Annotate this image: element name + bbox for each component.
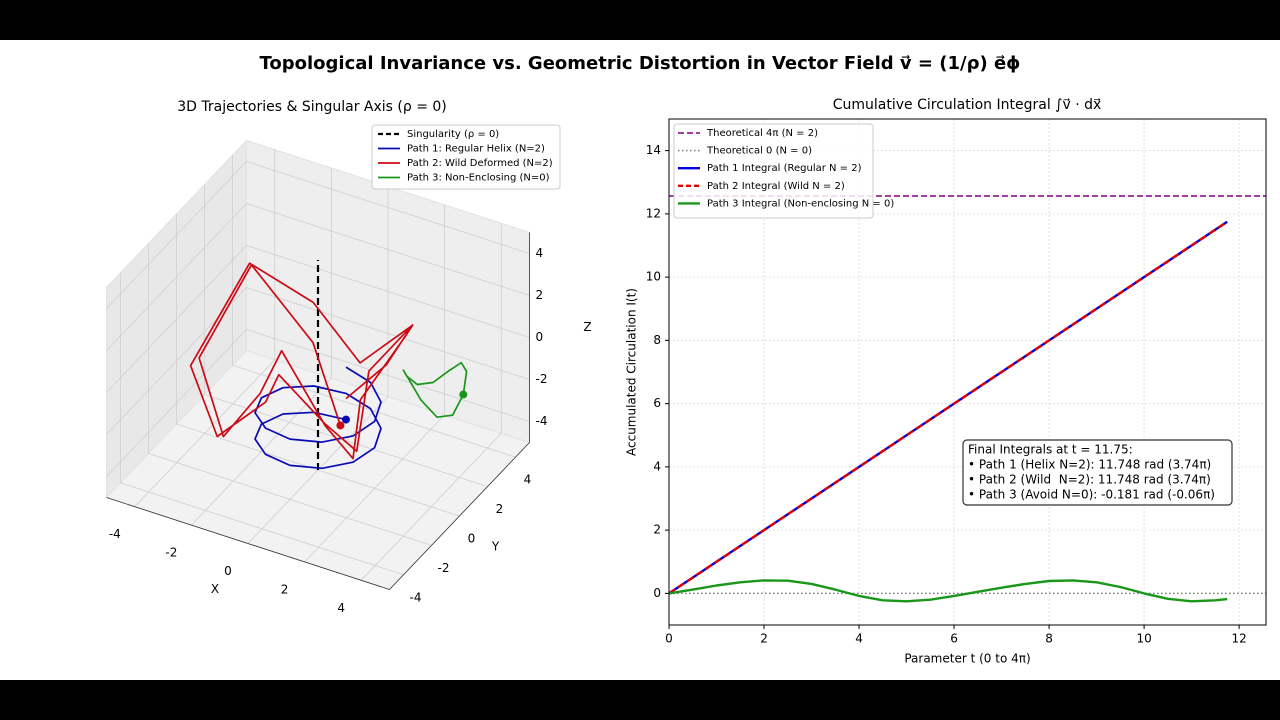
annotation-text: • Path 3 (Avoid N=0): -0.181 rad (-0.06π… (968, 488, 1215, 502)
y-tick-label: 14 (646, 143, 661, 157)
grid-line (304, 204, 446, 563)
x-tick-label: -4 (109, 527, 121, 541)
x-tick-label: 0 (224, 564, 232, 578)
grid-line (232, 155, 516, 458)
chart-title: Cumulative Circulation Integral ∫v⃗ · dx… (833, 97, 1102, 113)
x-axis-label: Parameter t (0 to 4π) (904, 652, 1030, 666)
legend-label: Path 3 Integral (Non-enclosing N = 0) (707, 198, 894, 209)
chart-title: 3D Trajectories & Singular Axis (ρ = 0) (177, 99, 447, 115)
z-tick-label: -2 (536, 372, 548, 386)
z-tick-label: -4 (536, 414, 548, 428)
trajectory (402, 361, 468, 419)
z-tick-label: 4 (536, 246, 544, 260)
y-axis-label: Y (491, 540, 500, 554)
axes-frame (668, 118, 1267, 626)
grid-line (148, 243, 432, 546)
grid-line (120, 272, 404, 576)
x-tick-label: -2 (165, 546, 177, 560)
y-tick-label: 4 (524, 473, 532, 487)
y-tick-label: 4 (653, 459, 661, 473)
y-tick-label: 0 (653, 586, 661, 600)
grid-line (106, 329, 530, 477)
annotation-text: • Path 2 (Wild N=2): 11.748 rad (3.74π) (968, 473, 1211, 487)
trajectory (189, 262, 414, 460)
start-marker (459, 390, 468, 399)
axis-line (106, 497, 390, 590)
z-axis-label: Z (583, 320, 591, 334)
z-tick-label: 2 (536, 288, 544, 302)
figure-title: Topological Invariance vs. Geometric Dis… (259, 53, 1020, 74)
annotation-text: • Path 1 (Helix N=2): 11.748 rad (3.74π) (968, 458, 1211, 472)
y-tick-label: -2 (438, 561, 450, 575)
x-tick-label: 4 (337, 601, 345, 615)
grid-line (106, 203, 530, 351)
y-tick-label: 12 (646, 206, 661, 220)
series-line (668, 579, 1228, 603)
grid-line (176, 214, 460, 517)
x-tick-label: 0 (665, 632, 673, 646)
grid-line (360, 223, 502, 581)
x-tick-label: 8 (1045, 632, 1053, 646)
y-tick-label: 6 (653, 396, 661, 410)
y-axis-label: Accumulated Circulation I(t) (625, 288, 639, 456)
grid-line (134, 149, 276, 507)
x-tick-label: 4 (855, 632, 863, 646)
annotation-text: Final Integrals at t = 11.75: (968, 443, 1133, 457)
grid-line (191, 168, 332, 526)
start-marker (336, 421, 345, 430)
x-tick-label: 2 (281, 582, 289, 596)
x-tick-label: 10 (1136, 632, 1151, 646)
legend-label: Theoretical 4π (N = 2) (706, 128, 818, 139)
grid-line (247, 186, 389, 544)
y-tick-label: 2 (653, 523, 661, 537)
grid-line (204, 184, 488, 487)
y-tick-label: 0 (468, 532, 476, 546)
x-tick-label: 2 (760, 632, 768, 646)
legend-box (371, 124, 561, 190)
annotation-box (962, 439, 1233, 506)
x-axis-label: X (211, 582, 219, 596)
legend-label: Path 1: Regular Helix (N=2) (407, 144, 545, 155)
z-tick-label: 0 (536, 330, 544, 344)
legend-label: Path 1 Integral (Regular N = 2) (707, 163, 862, 174)
grid-line (106, 245, 530, 393)
y-tick-label: 8 (653, 333, 661, 347)
series-line (668, 220, 1228, 595)
y-tick-label: -4 (410, 590, 422, 604)
grid-line (106, 161, 530, 309)
x-tick-label: 6 (950, 632, 958, 646)
x-tick-label: 12 (1231, 632, 1246, 646)
axis-line (389, 442, 530, 590)
y-tick-label: 2 (496, 502, 504, 516)
legend-label: Path 2 Integral (Wild N = 2) (707, 181, 845, 192)
legend-box (673, 123, 874, 219)
trajectory (254, 366, 382, 470)
legend-label: Theoretical 0 (N = 0) (706, 146, 812, 157)
legend-label: Path 2: Wild Deformed (N=2) (407, 158, 553, 169)
legend-label: Path 3: Non-Enclosing (N=0) (407, 173, 550, 184)
y-tick-label: 10 (646, 270, 661, 284)
legend-label: Singularity (ρ = 0) (407, 129, 499, 140)
start-marker (342, 415, 350, 424)
grid-line (106, 287, 530, 435)
